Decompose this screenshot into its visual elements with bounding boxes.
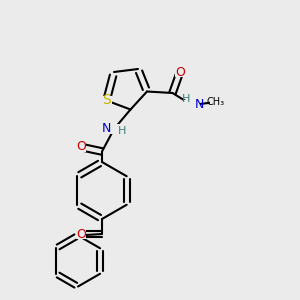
Text: O: O bbox=[76, 140, 86, 154]
FancyBboxPatch shape bbox=[76, 230, 86, 238]
FancyBboxPatch shape bbox=[105, 124, 123, 134]
Text: H: H bbox=[182, 94, 190, 103]
Text: CH₃: CH₃ bbox=[207, 97, 225, 107]
Text: O: O bbox=[175, 65, 185, 79]
FancyBboxPatch shape bbox=[210, 98, 222, 106]
FancyBboxPatch shape bbox=[184, 100, 200, 110]
FancyBboxPatch shape bbox=[100, 96, 112, 105]
Text: O: O bbox=[76, 227, 86, 241]
FancyBboxPatch shape bbox=[175, 68, 185, 76]
FancyBboxPatch shape bbox=[76, 142, 86, 152]
Text: N: N bbox=[195, 98, 204, 112]
Text: H: H bbox=[118, 126, 126, 136]
Text: N: N bbox=[102, 122, 112, 135]
Text: S: S bbox=[102, 94, 111, 107]
